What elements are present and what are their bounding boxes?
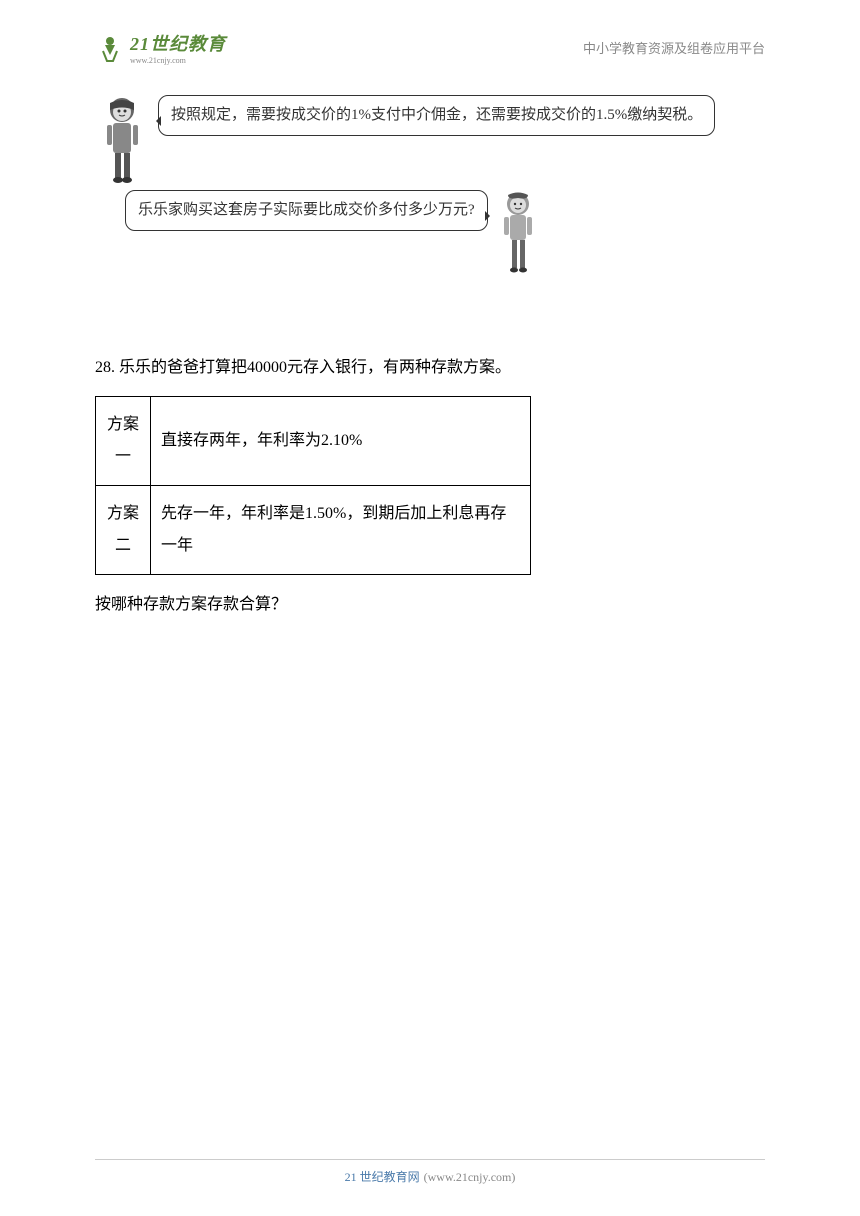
option-label-1: 方案一 xyxy=(96,396,151,485)
footer-url: (www.21cnjy.com) xyxy=(424,1170,516,1184)
speech-row-2: 乐乐家购买这套房子实际要比成交价多付多少万元? xyxy=(125,190,765,275)
question-text: 28. 乐乐的爸爸打算把40000元存入银行，有两种存款方案。 xyxy=(95,355,765,381)
speech-section: 按照规定，需要按成交价的1%支付中介佣金，还需要按成交价的1.5%缴纳契税。 乐… xyxy=(95,95,765,275)
page-content: 按照规定，需要按成交价的1%支付中介佣金，还需要按成交价的1.5%缴纳契税。 乐… xyxy=(0,75,860,634)
page-header: 21世纪教育 www.21cnjy.com 中小学教育资源及组卷应用平台 xyxy=(0,0,860,75)
speech-text-2: 乐乐家购买这套房子实际要比成交价多付多少万元? xyxy=(138,202,475,218)
speech-bubble-2: 乐乐家购买这套房子实际要比成交价多付多少万元? xyxy=(125,190,488,231)
logo-url-text: www.21cnjy.com xyxy=(130,56,226,65)
option-content-1: 直接存两年，年利率为2.10% xyxy=(151,396,531,485)
speech-text-1: 按照规定，需要按成交价的1%支付中介佣金，还需要按成交价的1.5%缴纳契税。 xyxy=(171,107,702,123)
table-row: 方案一 直接存两年，年利率为2.10% xyxy=(96,396,531,485)
footer-text: 21 世纪教育网 xyxy=(345,1170,420,1184)
option-label-2: 方案二 xyxy=(96,485,151,574)
header-right-text: 中小学教育资源及组卷应用平台 xyxy=(583,38,765,57)
logo-main-text: 21世纪教育 xyxy=(130,30,226,56)
speech-row-1: 按照规定，需要按成交价的1%支付中介佣金，还需要按成交价的1.5%缴纳契税。 xyxy=(95,95,765,185)
logo-icon xyxy=(95,33,125,63)
question-section: 28. 乐乐的爸爸打算把40000元存入银行，有两种存款方案。 方案一 直接存两… xyxy=(95,355,765,614)
logo-text-group: 21世纪教育 www.21cnjy.com xyxy=(130,30,226,65)
options-table: 方案一 直接存两年，年利率为2.10% 方案二 先存一年，年利率是1.50%，到… xyxy=(95,396,531,575)
table-row: 方案二 先存一年，年利率是1.50%，到期后加上利息再存一年 xyxy=(96,485,531,574)
footer-divider xyxy=(95,1159,765,1160)
follow-up-question: 按哪种存款方案存款合算？ xyxy=(95,590,765,614)
question-body: 乐乐的爸爸打算把40000元存入银行，有两种存款方案。 xyxy=(119,359,511,376)
option-content-2: 先存一年，年利率是1.50%，到期后加上利息再存一年 xyxy=(151,485,531,574)
logo: 21世纪教育 www.21cnjy.com xyxy=(95,30,226,65)
question-number: 28. xyxy=(95,359,115,376)
page-footer: 21 世纪教育网 (www.21cnjy.com) xyxy=(0,1159,860,1186)
boy-character-icon xyxy=(496,190,541,275)
woman-character-icon xyxy=(95,95,150,185)
speech-bubble-1: 按照规定，需要按成交价的1%支付中介佣金，还需要按成交价的1.5%缴纳契税。 xyxy=(158,95,715,136)
